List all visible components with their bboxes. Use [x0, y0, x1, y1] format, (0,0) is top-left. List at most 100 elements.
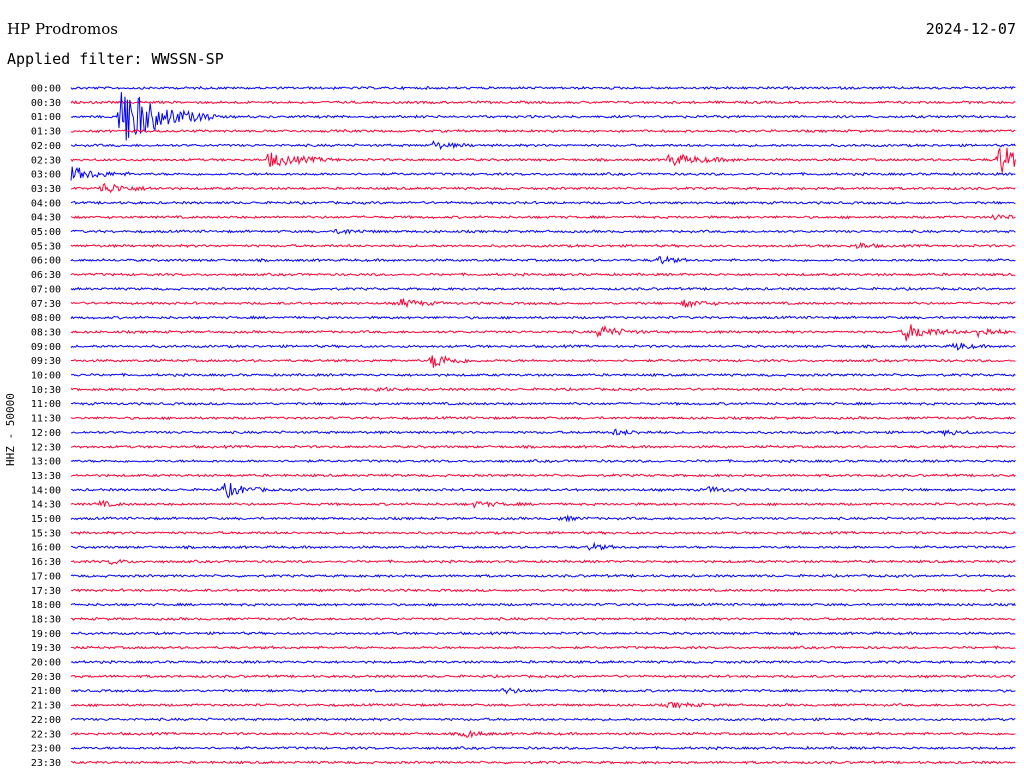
row-time-label: 03:30: [31, 184, 61, 195]
trace-row: [70, 315, 1016, 320]
trace-row: [70, 200, 1016, 206]
trace-row: [70, 428, 1016, 438]
record-date: 2024-12-07: [925, 20, 1016, 38]
row-time-label: 04:00: [31, 198, 61, 209]
trace-row: [70, 166, 1016, 181]
row-time-label: 11:30: [31, 414, 61, 425]
trace-row: [70, 372, 1016, 378]
row-time-label: 20:30: [31, 672, 61, 683]
row-time-label: 23:30: [31, 758, 61, 769]
row-time-label: 07:30: [31, 299, 61, 310]
trace-row: [70, 630, 1016, 636]
trace-row: [70, 473, 1016, 478]
row-time-label: 12:00: [31, 428, 61, 439]
trace-row: [70, 745, 1016, 751]
trace-row: [70, 228, 1016, 235]
row-time-label: 21:00: [31, 686, 61, 697]
trace-row: [70, 541, 1016, 551]
row-time-label: 15:00: [31, 514, 61, 525]
row-time-label: 21:30: [31, 701, 61, 712]
trace-row: [70, 146, 1016, 173]
row-time-label: 01:30: [31, 127, 61, 138]
row-time-label: 09:00: [31, 342, 61, 353]
row-time-label: 23:00: [31, 744, 61, 755]
trace-row: [70, 701, 1016, 709]
row-time-label: 05:30: [31, 241, 61, 252]
trace-row: [70, 342, 1016, 352]
trace-row: [70, 558, 1016, 566]
trace-row: [70, 645, 1016, 650]
row-time-label: 14:30: [31, 500, 61, 511]
row-time-label: 13:00: [31, 457, 61, 468]
trace-row: [70, 602, 1016, 607]
row-time-label: 17:00: [31, 571, 61, 582]
row-time-label: 10:30: [31, 385, 61, 396]
trace-row: [70, 717, 1016, 722]
trace-row: [70, 530, 1016, 536]
row-time-label: 04:30: [31, 213, 61, 224]
trace-row: [70, 298, 1016, 309]
trace-row: [70, 255, 1016, 265]
trace-row: [70, 588, 1016, 593]
row-time-label: 10:00: [31, 371, 61, 382]
trace-row: [70, 659, 1016, 665]
trace-row: [70, 760, 1016, 765]
row-time-label: 18:00: [31, 600, 61, 611]
trace-row: [70, 91, 1016, 141]
row-time-label: 07:00: [31, 284, 61, 295]
trace-row: [70, 458, 1016, 464]
trace-row: [71, 354, 1016, 368]
trace-row: [70, 85, 1016, 91]
row-time-label: 22:30: [31, 729, 61, 740]
trace-row: [70, 213, 1016, 221]
row-time-label: 01:00: [31, 112, 61, 123]
row-time-label: 13:30: [31, 471, 61, 482]
trace-row: [70, 573, 1016, 579]
trace-row: [70, 140, 1016, 151]
trace-row: [70, 673, 1016, 679]
trace-row: [70, 241, 1016, 250]
row-time-label: 02:30: [31, 155, 61, 166]
row-time-label: 12:30: [31, 442, 61, 453]
row-time-label: 02:00: [31, 141, 61, 152]
trace-row: [70, 514, 1016, 523]
row-time-label: 17:30: [31, 586, 61, 597]
trace-row: [70, 324, 1016, 342]
row-time-label: 22:00: [31, 715, 61, 726]
row-time-label: 11:00: [31, 399, 61, 410]
row-time-label: 18:30: [31, 614, 61, 625]
row-time-label: 16:30: [31, 557, 61, 568]
trace-row: [70, 687, 1016, 695]
trace-row: [70, 272, 1016, 277]
row-time-label: 19:00: [31, 629, 61, 640]
trace-row: [70, 99, 1016, 105]
trace-row: [70, 483, 1016, 499]
trace-row: [70, 286, 1016, 292]
station-title: HP Prodromos: [7, 20, 118, 38]
row-time-label: 00:00: [31, 84, 61, 95]
row-time-label: 06:30: [31, 270, 61, 281]
trace-row: [70, 616, 1016, 622]
row-time-label: 20:00: [31, 658, 61, 669]
trace-row: [70, 182, 1016, 194]
row-time-label: 00:30: [31, 98, 61, 109]
trace-row: [70, 444, 1016, 450]
trace-row: [70, 415, 1016, 421]
trace-row: [70, 499, 1016, 509]
filter-label: Applied filter: WWSSN-SP: [7, 50, 224, 68]
row-time-label: 19:30: [31, 643, 61, 654]
trace-row: [70, 401, 1016, 406]
row-time-label: 08:30: [31, 327, 61, 338]
trace-row: [70, 729, 1016, 739]
trace-row: [70, 128, 1016, 134]
row-time-label: 05:00: [31, 227, 61, 238]
row-time-label: 15:30: [31, 528, 61, 539]
row-time-label: 06:00: [31, 256, 61, 267]
row-time-label: 09:30: [31, 356, 61, 367]
trace-row: [70, 386, 1016, 392]
row-time-label: 03:00: [31, 170, 61, 181]
row-time-label: 14:00: [31, 485, 61, 496]
row-time-label: 16:00: [31, 543, 61, 554]
row-time-label: 08:00: [31, 313, 61, 324]
